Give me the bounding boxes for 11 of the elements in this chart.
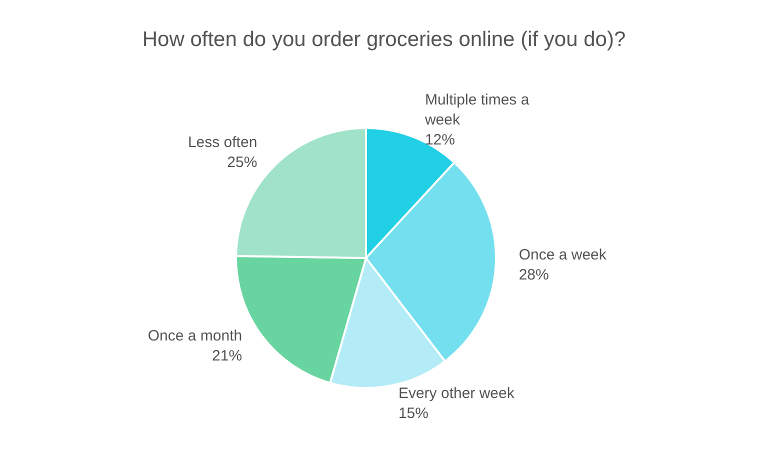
data-label: 12%: [424, 132, 455, 149]
slice-label: Once a month: [148, 328, 242, 345]
slice-label: Less often: [188, 134, 258, 152]
data-label: 21%: [212, 348, 242, 365]
data-label: 28%: [518, 266, 549, 284]
slice-label: Multiple times a week: [424, 92, 534, 129]
data-label: 15%: [398, 404, 428, 422]
slice-label: Every other week: [398, 384, 515, 402]
slice-label: Once a week: [518, 246, 607, 264]
data-label: 25%: [227, 154, 258, 172]
chart-title: How often do you order groceries online (if you do)?: [142, 28, 626, 51]
